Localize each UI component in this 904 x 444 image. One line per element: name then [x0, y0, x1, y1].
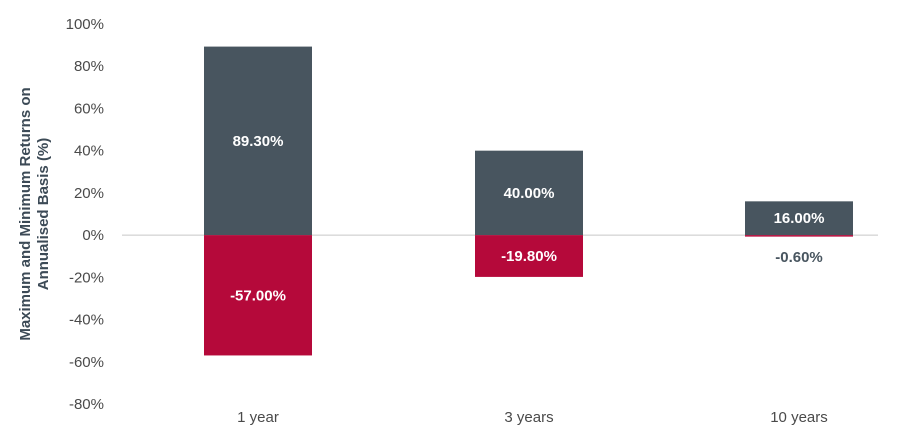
y-tick-label: 100% — [66, 16, 104, 33]
bar-maximum-return — [745, 201, 853, 236]
y-tick-label: 60% — [74, 100, 104, 117]
y-tick-label: -60% — [69, 354, 104, 371]
y-tick-label: -40% — [69, 312, 104, 329]
y-tick-label: 80% — [74, 58, 104, 75]
y-tick-label: 40% — [74, 143, 104, 160]
x-category-label: 3 years — [504, 409, 553, 426]
data-label: -57.00% — [230, 287, 286, 304]
bar-maximum-return — [475, 150, 583, 236]
bar-maximum-return — [204, 46, 312, 236]
x-category-label: 1 year — [237, 409, 279, 426]
y-axis-title-line: Annualised Basis (%) — [35, 138, 52, 291]
bar-minimum-return — [204, 235, 312, 356]
y-axis-title-text: Maximum and Minimum Returns onAnnualised… — [17, 87, 52, 340]
y-tick-label: -80% — [69, 396, 104, 413]
x-axis-labels: 1 year 3 years 10 years — [237, 409, 828, 426]
x-category-label: 10 years — [770, 409, 828, 426]
data-label: -19.80% — [501, 248, 557, 265]
bar-minimum-return — [745, 235, 853, 237]
data-labels-group: 89.30% 40.00% 16.00% -57.00% -19.80% -0.60% — [230, 133, 824, 304]
y-tick-label: 0% — [82, 227, 104, 244]
data-label: 40.00% — [504, 185, 555, 202]
data-label: -0.60% — [775, 249, 823, 266]
y-tick-label: 20% — [74, 185, 104, 202]
y-axis-ticks: 100% 80% 60% 40% 20% 0% -20% -40% -60% -80% — [66, 16, 104, 413]
y-axis-title: Maximum and Minimum Returns onAnnualised… — [17, 87, 52, 340]
bar-minimum-return — [475, 235, 583, 277]
y-axis-title-line: Maximum and Minimum Returns on — [17, 87, 34, 340]
bars-group — [204, 46, 853, 356]
data-label: 89.30% — [233, 133, 284, 150]
y-tick-label: -20% — [69, 269, 104, 286]
data-label: 16.00% — [774, 210, 825, 227]
